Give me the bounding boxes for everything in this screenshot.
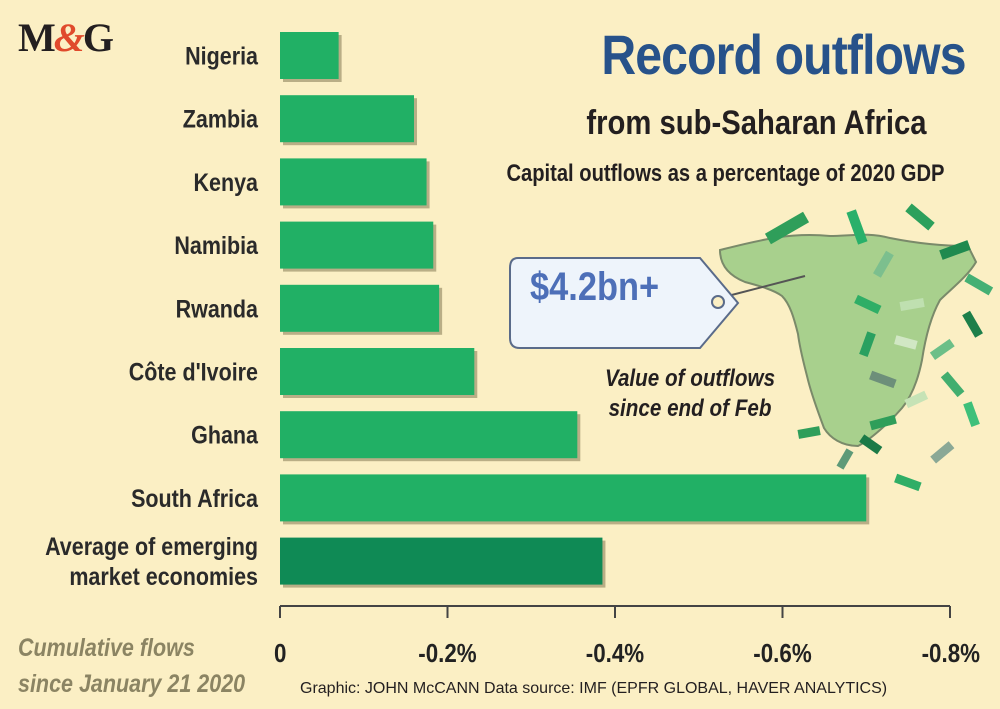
category-label-2: Kenya [194, 168, 259, 196]
logo-amp: & [53, 15, 85, 60]
bar-8 [280, 537, 603, 585]
logo-m: M [18, 15, 56, 60]
category-label-6: Ghana [191, 421, 259, 449]
category-label-5: Côte d'Ivoire [129, 358, 258, 386]
category-label-1: Zambia [183, 105, 259, 133]
bar-2 [280, 158, 427, 206]
annotation-line1: Value of outflows [604, 365, 776, 392]
bar-4 [280, 284, 440, 332]
x-tick-label: -0.4% [586, 639, 644, 668]
cumulative-note: Cumulative flows since January 21 2020 [18, 630, 245, 702]
bar-3 [280, 221, 434, 269]
annotation-line2: since end of Feb [608, 395, 772, 422]
note-line2: since January 21 2020 [18, 670, 246, 698]
source-credit: Graphic: JOHN McCANN Data source: IMF (E… [300, 680, 888, 697]
chart-subtitle: from sub-Saharan Africa [585, 104, 926, 142]
x-tick-label: -0.2% [418, 639, 476, 668]
category-label-8: market economies [69, 563, 258, 591]
bar-0 [280, 32, 339, 79]
x-tick-label: -0.8% [922, 639, 980, 668]
x-tick-label: 0 [274, 639, 286, 668]
bar-6 [280, 411, 578, 459]
category-label-8: Average of emerging [45, 533, 258, 561]
bar-7 [280, 474, 867, 522]
tag-string [719, 275, 806, 299]
x-axis: 0 -0.2% -0.4% -0.6% -0.8% [274, 605, 980, 668]
category-label-7: South Africa [131, 484, 259, 512]
bar-1 [280, 95, 414, 143]
money-confetti [764, 203, 994, 492]
chart-description: Capital outflows as a percentage of 2020… [505, 160, 944, 187]
logo-g: G [82, 15, 114, 60]
bar-5 [280, 348, 475, 395]
category-labels: Nigeria Zambia Kenya Namibia Rwanda Côte d'Iv… [45, 42, 259, 590]
price-tag [509, 257, 740, 349]
tag-hole-icon [711, 295, 725, 309]
chart-title: Record outflows [601, 23, 967, 86]
bars-layer [280, 32, 870, 588]
category-label-4: Rwanda [176, 295, 259, 323]
note-line1: Cumulative flows [18, 634, 195, 662]
category-label-0: Nigeria [185, 42, 259, 70]
tag-annotation: Value of outflows since end of Feb [604, 364, 776, 424]
x-tick-label: -0.6% [753, 639, 811, 668]
tag-value: $4.2bn+ [530, 265, 660, 309]
category-label-3: Namibia [174, 232, 259, 260]
mg-logo: M&G [18, 14, 114, 61]
